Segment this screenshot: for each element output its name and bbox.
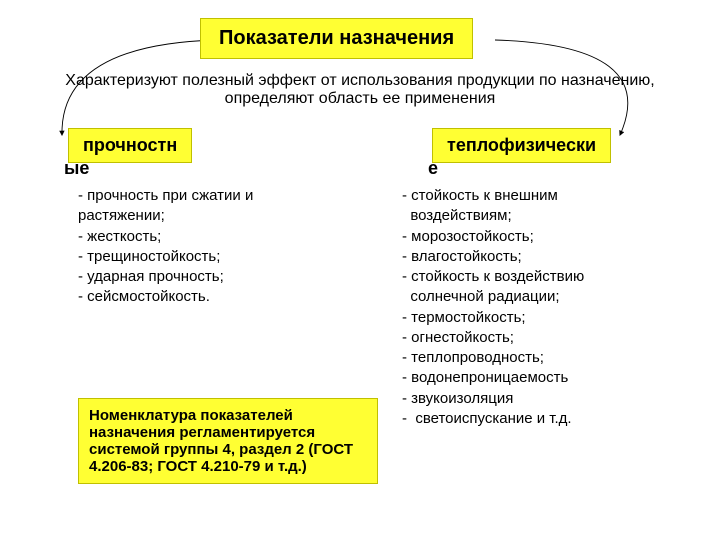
list-item: - звукоизоляция: [402, 389, 662, 409]
list-item: - теплопроводность;: [402, 348, 662, 368]
right-category-overflow: е: [428, 158, 438, 179]
title-text: Показатели назначения: [219, 27, 454, 49]
right-category-label: теплофизически: [447, 135, 596, 155]
left-category-label: прочностн: [83, 135, 177, 155]
list-item: - водонепроницаемость: [402, 368, 662, 388]
right-category-overflow-text: е: [428, 158, 438, 178]
list-item: - сейсмостойкость.: [78, 287, 338, 307]
list-item: - морозостойкость;: [402, 227, 662, 247]
list-item: воздействиям;: [402, 206, 662, 226]
right-category-box: теплофизически: [432, 128, 611, 163]
left-list: - прочность при сжатии и растяжении; - ж…: [78, 186, 338, 308]
left-category-overflow: ые: [64, 158, 89, 179]
list-item: - термостойкость;: [402, 308, 662, 328]
title-box: Показатели назначения: [200, 18, 473, 59]
list-item: солнечной радиации;: [402, 287, 662, 307]
list-item: - стойкость к воздействию: [402, 267, 662, 287]
note-text: Номенклатура показателей назначения регл…: [89, 407, 353, 475]
list-item: - жесткость;: [78, 227, 338, 247]
note-box: Номенклатура показателей назначения регл…: [78, 398, 378, 484]
list-item: - ударная прочность;: [78, 267, 338, 287]
subtitle-text: Характеризуют полезный эффект от использ…: [65, 72, 654, 107]
list-item: - стойкость к внешним: [402, 186, 662, 206]
list-item: - огнестойкость;: [402, 328, 662, 348]
list-item: - влагостойкость;: [402, 247, 662, 267]
left-category-overflow-text: ые: [64, 158, 89, 178]
list-item: - светоиспускание и т.д.: [402, 409, 662, 429]
right-list: - стойкость к внешним воздействиям;- мор…: [402, 186, 662, 429]
list-item: - прочность при сжатии и растяжении;: [78, 186, 338, 227]
list-item: - трещиностойкость;: [78, 247, 338, 267]
subtitle: Характеризуют полезный эффект от использ…: [60, 72, 660, 108]
